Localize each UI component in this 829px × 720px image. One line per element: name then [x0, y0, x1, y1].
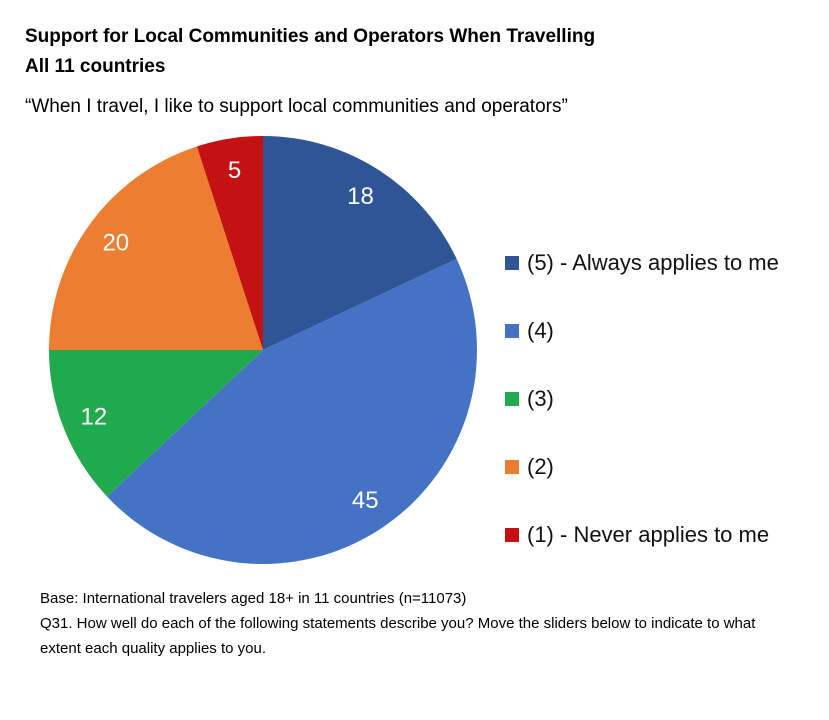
chart-title: Support for Local Communities and Operat… [25, 26, 596, 47]
legend-label: (5) - Always applies to me [527, 250, 779, 275]
pie-value-label: 45 [352, 487, 379, 514]
legend-label: (3) [527, 386, 554, 411]
legend: (5) - Always applies to me (4) (3) (2) (1) -… [505, 229, 779, 569]
pie-value-label: 18 [347, 183, 374, 210]
chart-subtitle: All 11 countries [25, 56, 166, 77]
footnote-question: Q31. How well do each of the following s… [40, 615, 756, 657]
legend-label: (1) - Never applies to me [527, 522, 770, 547]
legend-label: (4) [527, 318, 554, 343]
legend-swatch [505, 256, 519, 270]
legend-item: (5) - Always applies to me [505, 229, 779, 297]
footnote-base: Base: International travelers aged 18+ i… [40, 590, 467, 607]
footnote: Base: International travelers aged 18+ i… [40, 586, 797, 661]
pie-slice [263, 136, 457, 350]
pie-slice [49, 350, 263, 497]
pie-slice [196, 136, 263, 350]
legend-swatch [505, 460, 519, 474]
legend-item: (1) - Never applies to me [505, 501, 779, 569]
title-block: Support for Local Communities and Operat… [25, 22, 595, 82]
survey-statement-quote: “When I travel, I like to support local … [25, 96, 568, 117]
pie-chart: 18 45 12 20 5 [49, 136, 477, 564]
legend-label: (2) [527, 454, 554, 479]
legend-swatch [505, 324, 519, 338]
legend-item: (2) [505, 433, 779, 501]
pie-value-label: 12 [81, 404, 108, 431]
legend-item: (4) [505, 297, 779, 365]
pie-slice [107, 258, 477, 564]
legend-swatch [505, 392, 519, 406]
legend-swatch [505, 528, 519, 542]
pie-value-label: 20 [102, 230, 129, 257]
pie-value-label: 5 [228, 157, 241, 184]
pie-slice [49, 146, 263, 350]
legend-item: (3) [505, 365, 779, 433]
